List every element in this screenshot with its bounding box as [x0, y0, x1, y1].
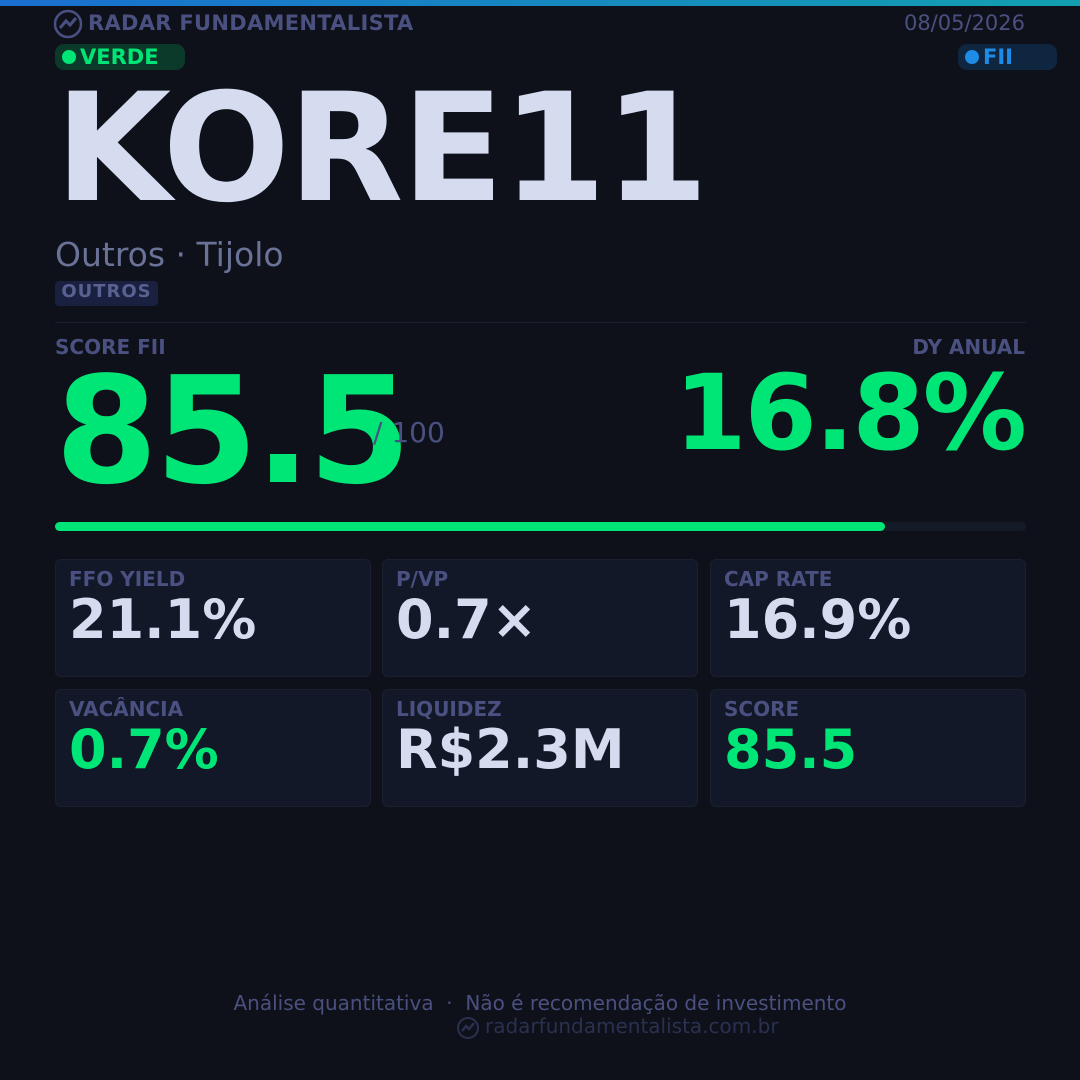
- divider: [55, 322, 1026, 323]
- metric-value: R$2.3M: [396, 718, 625, 781]
- signal-badge: VERDE: [55, 44, 185, 70]
- brand: RADAR FUNDAMENTALISTA: [88, 11, 414, 35]
- dy-label: DY ANUAL: [912, 335, 1025, 359]
- site: radarfundamentalista.com.br: [485, 1014, 779, 1038]
- logo-icon: [53, 9, 83, 39]
- date: 08/05/2026: [903, 11, 1025, 35]
- metric-label: SCORE: [724, 697, 800, 721]
- metric-card: SCORE 85.5: [710, 689, 1026, 807]
- metric-label: CAP RATE: [724, 567, 833, 591]
- metric-card: VACÂNCIA 0.7%: [55, 689, 371, 807]
- class-badge: FII: [958, 44, 1057, 70]
- metric-card: LIQUIDEZ R$2.3M: [382, 689, 698, 807]
- metric-label: P/VP: [396, 567, 449, 591]
- score-max: / 100: [373, 416, 445, 449]
- segment: Outros · Tijolo: [55, 235, 284, 274]
- metric-card: FFO YIELD 21.1%: [55, 559, 371, 677]
- footer-logo: [457, 1017, 479, 1039]
- metric-label: FFO YIELD: [69, 567, 186, 591]
- tag: OUTROS: [55, 281, 158, 306]
- metric-label: VACÂNCIA: [69, 697, 184, 721]
- metric-value: 21.1%: [69, 588, 257, 651]
- metric-value: 16.9%: [724, 588, 912, 651]
- score-label: SCORE FII: [55, 335, 166, 359]
- metric-value: 85.5: [724, 718, 858, 781]
- disclaimer: Análise quantitativa · Não é recomendaçã…: [233, 991, 847, 1015]
- metric-card: P/VP 0.7×: [382, 559, 698, 677]
- score-bar: [55, 522, 886, 531]
- score-track: [55, 522, 1026, 531]
- ticker: KORE11: [55, 62, 709, 236]
- dy-value: 16.8%: [674, 352, 1027, 474]
- metric-value: 0.7×: [396, 588, 537, 651]
- metric-label: LIQUIDEZ: [396, 697, 502, 721]
- top-bar: [0, 0, 1080, 6]
- metric-value: 0.7%: [69, 718, 219, 781]
- metric-card: CAP RATE 16.9%: [710, 559, 1026, 677]
- score-value: 85.5: [55, 345, 411, 517]
